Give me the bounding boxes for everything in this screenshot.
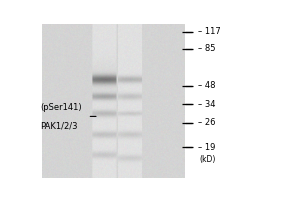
Text: PAK1/2/3: PAK1/2/3 xyxy=(40,121,77,130)
Text: (kD): (kD) xyxy=(199,155,215,164)
Text: – 19: – 19 xyxy=(198,143,215,152)
Text: – 117: – 117 xyxy=(198,27,221,36)
Text: – 26: – 26 xyxy=(198,118,215,127)
Text: – 48: – 48 xyxy=(198,81,215,90)
Text: – 34: – 34 xyxy=(198,100,215,109)
Text: (pSer141): (pSer141) xyxy=(40,103,82,112)
Text: – 85: – 85 xyxy=(198,44,215,53)
